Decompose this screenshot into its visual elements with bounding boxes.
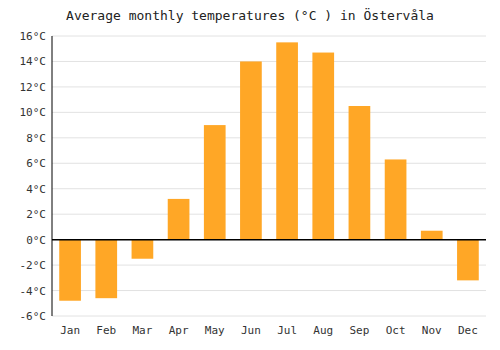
bar <box>59 240 81 301</box>
y-tick-label: 2°C <box>26 208 46 221</box>
x-tick-label: Aug <box>313 324 333 337</box>
bars <box>59 42 479 300</box>
x-tick-label: Dec <box>458 324 478 337</box>
y-tick-label: 16°C <box>20 30 47 43</box>
y-tick-label: 6°C <box>26 157 46 170</box>
bar <box>457 240 479 281</box>
y-tick-label: 4°C <box>26 183 46 196</box>
x-tick-label: Feb <box>96 324 116 337</box>
grid-line <box>52 239 486 240</box>
bar <box>132 240 154 259</box>
grid-line <box>52 188 486 189</box>
y-tick-label: 0°C <box>26 234 46 247</box>
chart: Average monthly temperatures (°C ) in Ös… <box>0 0 500 350</box>
bar <box>95 240 117 299</box>
x-tick-label: Oct <box>386 324 406 337</box>
y-axis: -6°C -4°C -2°C 0°C 2°C 4°C 6°C 8°C 10°C 12°C 14°C 1… <box>20 30 47 323</box>
x-tick-label: Mar <box>132 324 152 337</box>
bar <box>276 42 298 239</box>
x-tick-label: Nov <box>422 324 442 337</box>
grid-line <box>52 86 486 87</box>
grid-line <box>52 36 486 37</box>
zero-line <box>52 239 486 241</box>
grid-line <box>52 163 486 164</box>
title: Average monthly temperatures (°C ) in Ös… <box>66 7 434 23</box>
bar <box>349 106 371 240</box>
bar <box>385 159 407 239</box>
grid-line <box>52 112 486 113</box>
grid-line <box>52 214 486 215</box>
y-tick-label: 10°C <box>20 106 47 119</box>
bar <box>312 53 334 240</box>
y-tick-label: -6°C <box>20 310 47 323</box>
x-tick-label: Jul <box>277 324 297 337</box>
y-tick-label: 8°C <box>26 132 46 145</box>
x-tick-label: May <box>205 324 225 337</box>
x-tick-label: Sep <box>349 324 369 337</box>
grid <box>52 36 486 316</box>
x-tick-label: Apr <box>169 324 189 337</box>
x-axis: Jan Feb Mar Apr May Jun Jul Aug Sep Oct Nov Dec <box>60 324 478 337</box>
bar <box>204 125 226 240</box>
x-tick-label: Jun <box>241 324 261 337</box>
grid-line <box>52 61 486 62</box>
y-tick-label: 14°C <box>20 55 47 68</box>
y-tick-label: -2°C <box>20 259 47 272</box>
grid-line <box>52 137 486 138</box>
y-axis-line <box>52 36 53 316</box>
bar <box>168 199 190 240</box>
y-tick-label: 12°C <box>20 81 47 94</box>
grid-line <box>52 316 486 317</box>
bar <box>240 61 262 239</box>
x-tick-label: Jan <box>60 324 80 337</box>
bar <box>421 231 443 240</box>
y-tick-label: -4°C <box>20 285 47 298</box>
